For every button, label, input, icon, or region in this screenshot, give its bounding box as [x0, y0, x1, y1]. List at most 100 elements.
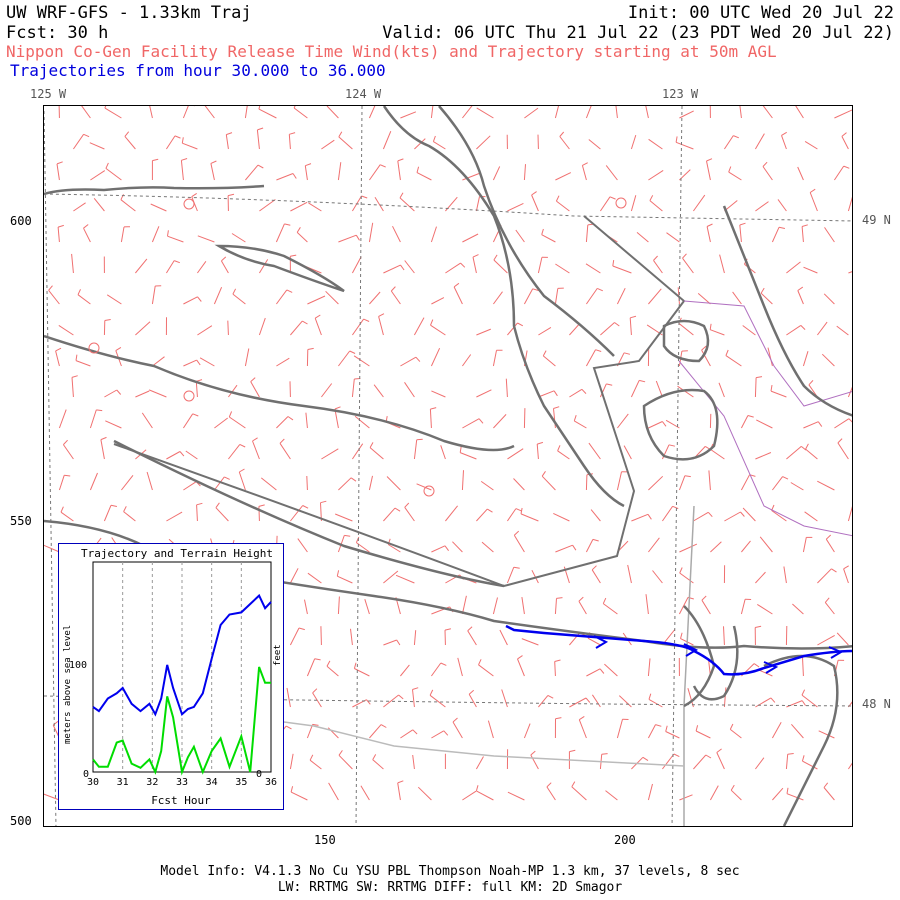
wind-barb-flag: [609, 196, 616, 200]
wind-barb: [89, 142, 105, 150]
wind-barb: [740, 599, 746, 615]
wind-barb: [258, 259, 269, 274]
wind-barb: [836, 325, 849, 336]
wind-barb: [308, 202, 322, 212]
wind-barb: [586, 668, 601, 677]
wind-barb: [706, 226, 711, 243]
wind-barb: [56, 163, 60, 181]
wind-barb: [244, 348, 250, 367]
wind-barb: [612, 265, 632, 274]
wind-barb-flag: [412, 687, 419, 690]
wind-barb-flag: [287, 416, 294, 421]
wind-barb-flag: [302, 505, 309, 509]
wind-barb: [90, 170, 106, 181]
wind-barb-flag: [239, 443, 246, 448]
wind-barb: [555, 172, 572, 181]
x-tick-200: 200: [614, 833, 636, 847]
wind-barb-flag: [649, 195, 654, 201]
wind-barb: [105, 167, 122, 181]
wind-barb: [802, 537, 807, 553]
state-line: [683, 505, 695, 826]
wind-barb: [709, 785, 719, 801]
wind-barb: [513, 478, 525, 491]
wind-barb: [825, 538, 835, 553]
calm-wind-circles: [88, 197, 627, 497]
wind-barb-flag: [289, 132, 296, 135]
wind-barb-flag: [314, 658, 321, 661]
wind-barb-flag: [770, 385, 773, 392]
wind-barb: [462, 790, 477, 801]
wind-barb: [647, 724, 656, 739]
wind-barb: [445, 505, 458, 522]
wind-barb-flag: [349, 350, 356, 354]
wind-barb: [228, 384, 238, 398]
wind-barb: [81, 106, 91, 119]
wind-barb: [701, 349, 711, 367]
wind-barb-flag: [800, 325, 806, 330]
wind-barb-flag: [167, 230, 169, 237]
wind-barb: [210, 163, 215, 181]
wind-barb: [276, 173, 294, 181]
wind-barb: [695, 730, 711, 739]
wind-barb-flag: [531, 191, 537, 196]
wind-barb: [541, 475, 556, 491]
wind-barb: [120, 199, 136, 212]
wind-barb: [452, 721, 463, 739]
wind-barb-flag: [675, 136, 678, 143]
wind-barb-flag: [553, 390, 558, 397]
wind-barb-flag: [302, 320, 308, 325]
wind-barb: [390, 290, 401, 305]
wind-barb: [754, 133, 765, 150]
wind-barb: [523, 723, 531, 739]
wind-barb: [225, 134, 229, 150]
wind-barb: [554, 106, 560, 119]
wind-barb: [802, 351, 809, 367]
wind-barb: [507, 508, 517, 522]
wind-barb-flag: [725, 349, 729, 356]
wind-barb: [232, 293, 246, 305]
wind-barb-flag: [400, 264, 405, 271]
wind-barb-flag: [513, 566, 520, 569]
wind-barb: [786, 261, 801, 274]
wind-barb: [378, 316, 384, 336]
wind-barb: [328, 782, 339, 801]
wind-barb-flag: [648, 693, 652, 700]
wind-barb: [493, 291, 503, 305]
wind-barb-flag: [554, 659, 561, 662]
wind-barb: [431, 662, 442, 677]
wind-barb-flag: [104, 106, 107, 109]
wind-barb: [462, 418, 480, 429]
wind-barb: [616, 719, 623, 739]
wind-barb: [591, 694, 601, 708]
wind-barb: [515, 229, 525, 243]
wind-barb: [834, 165, 845, 181]
wind-barb: [135, 390, 150, 398]
wind-barb: [461, 470, 464, 491]
wind-barb-flag: [728, 166, 732, 173]
wind-barb: [245, 164, 259, 181]
wind-barb-flag: [460, 262, 466, 268]
wind-barb: [368, 222, 374, 243]
wind-barb-flag: [770, 697, 776, 703]
wind-barb-flag: [541, 471, 546, 477]
wind-barb: [729, 729, 742, 739]
wind-barb: [475, 196, 480, 212]
wind-barb-flag: [338, 131, 343, 138]
wind-barb: [307, 572, 322, 584]
wind-barb: [166, 135, 176, 150]
county-line-east-2: [678, 360, 852, 537]
wind-barb: [755, 757, 765, 770]
wind-barb: [493, 259, 508, 274]
wind-barb: [460, 452, 477, 460]
wind-barb: [244, 106, 248, 119]
wind-barb: [724, 135, 734, 150]
wind-barb: [693, 194, 706, 212]
coast-strait: [113, 439, 505, 588]
wind-barb: [585, 106, 592, 119]
wind-barb: [786, 324, 802, 336]
wind-barb: [848, 701, 852, 708]
inset-chart: 30 31 32 33 34 35 36 100 0 0 meters above sea …: [63, 561, 283, 807]
wind-barb: [413, 630, 417, 646]
wind-barb: [475, 756, 484, 770]
